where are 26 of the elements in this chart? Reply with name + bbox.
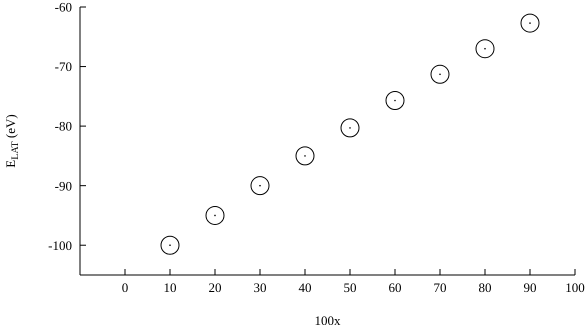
point <box>386 91 404 110</box>
x-tick-label: 20 <box>208 280 222 296</box>
point <box>160 236 180 255</box>
x-tick-label: 100 <box>565 280 585 296</box>
x-tick-label: 50 <box>344 280 356 296</box>
x-tick-label: 90 <box>524 280 536 296</box>
point <box>250 176 270 196</box>
point <box>296 146 314 166</box>
x-tick-label: 40 <box>298 280 312 296</box>
y-tick-label: -100 <box>48 238 72 253</box>
point <box>520 14 540 33</box>
y-tick-label: -90 <box>54 178 72 194</box>
x-tick-label: 80 <box>478 280 492 296</box>
point <box>476 39 494 58</box>
y-tick-label: -70 <box>54 59 72 74</box>
x-tick-label: 10 <box>164 280 176 296</box>
y-tick-label: -60 <box>54 0 72 15</box>
x-tick-label: 70 <box>434 280 446 296</box>
point <box>430 64 450 84</box>
point <box>206 206 224 225</box>
x-tick-label: 0 <box>122 280 128 296</box>
x-tick-label: 60 <box>388 280 402 296</box>
x-tick-label: 30 <box>254 280 266 296</box>
y-tick-label: -80 <box>54 118 72 134</box>
x-axis-title: 100x <box>314 313 341 325</box>
point <box>340 118 360 138</box>
